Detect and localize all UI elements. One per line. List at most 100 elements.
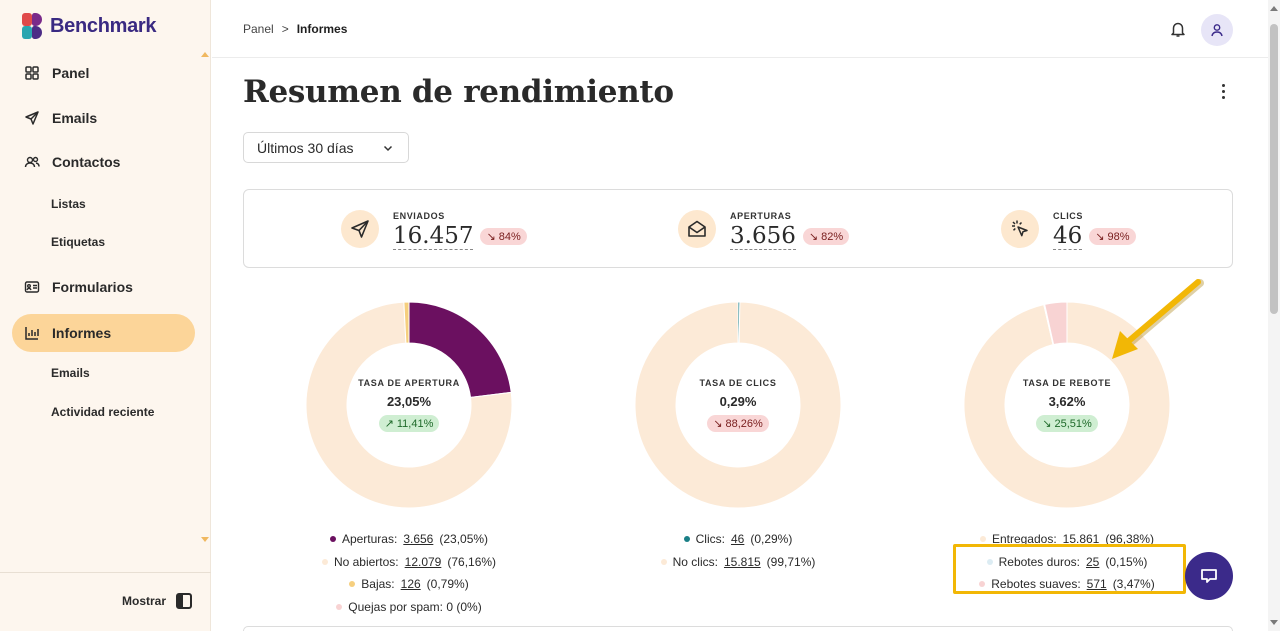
stat-label: ENVIADOS	[393, 211, 445, 221]
form-icon	[24, 281, 40, 293]
legend-count-link[interactable]: 25	[1086, 554, 1100, 569]
breadcrumb-parent[interactable]: Panel	[243, 22, 274, 36]
sidebar-subitem-actividad-reciente[interactable]: Actividad reciente	[51, 405, 155, 419]
donut-click-rate: TASA DE CLICS 0,29% ↘ 88,26%	[634, 301, 842, 509]
chat-support-button[interactable]	[1185, 552, 1233, 600]
envelope-open-icon	[678, 210, 716, 248]
page-scrollbar[interactable]	[1268, 0, 1280, 631]
donut-label: TASA DE APERTURA	[358, 378, 460, 388]
stat-value[interactable]: 46	[1053, 223, 1083, 250]
cursor-click-icon	[1001, 210, 1039, 248]
legend-item: Aperturas: 3.656 (23,05%)	[306, 528, 512, 551]
legend-dot	[321, 558, 328, 565]
legend-dot	[986, 558, 993, 565]
sidebar-subitem-emails[interactable]: Emails	[51, 366, 90, 380]
sidebar-toggle-icon[interactable]	[176, 593, 192, 609]
show-label[interactable]: Mostrar	[122, 594, 167, 608]
open-rate-legend: Aperturas: 3.656 (23,05%) No abiertos: 12.0…	[306, 528, 512, 618]
change-badge: ↘ 84%	[480, 228, 527, 245]
legend-item: No clics: 15.815 (99,71%)	[635, 551, 841, 574]
sidebar: Benchmark Panel Emails Contactos Listas …	[0, 0, 211, 631]
chat-bubble-icon	[1201, 569, 1217, 583]
legend-dot	[660, 558, 667, 565]
legend-item: Quejas por spam: 0 (0%)	[306, 596, 512, 619]
grid-icon	[25, 66, 39, 80]
sidebar-item-panel[interactable]: Panel	[12, 54, 195, 92]
more-options-icon[interactable]	[1216, 84, 1230, 102]
donut-label: TASA DE REBOTE	[1022, 378, 1112, 388]
arrow-down-right-icon: ↘	[486, 231, 496, 243]
legend-dot	[979, 536, 986, 543]
legend-count-link[interactable]: 3.656	[403, 532, 434, 547]
arrow-down-right-icon: ↘	[713, 418, 723, 430]
legend-dot	[336, 603, 343, 610]
logo[interactable]: Benchmark	[22, 13, 157, 39]
page-title: Resumen de rendimiento	[243, 74, 674, 110]
sidebar-item-label: Contactos	[52, 154, 121, 170]
sidebar-subitem-listas[interactable]: Listas	[51, 197, 86, 211]
donut-slice-no-clics[interactable]	[634, 301, 842, 509]
date-range-select[interactable]: Últimos 30 días	[243, 132, 409, 163]
sidebar-item-contactos[interactable]: Contactos	[12, 143, 195, 181]
donut-label: TASA DE CLICS	[699, 378, 777, 388]
next-card-edge	[243, 626, 1233, 631]
stat-label: APERTURAS	[730, 211, 792, 221]
sidebar-scroll-down-icon[interactable]	[201, 537, 209, 542]
legend-item: Clics: 46 (0,29%)	[635, 528, 841, 551]
stat-value[interactable]: 16.457	[393, 223, 474, 250]
stat-value[interactable]: 3.656	[730, 223, 796, 250]
arrow-down-right-icon: ↘	[1095, 231, 1105, 243]
bell-icon[interactable]	[1169, 20, 1187, 38]
change-badge: ↗ 11,41%	[378, 415, 440, 432]
legend-dot	[349, 581, 356, 588]
bounce-rate-legend: Entregados: 15.861 (96,38%) Rebotes duros:…	[964, 528, 1170, 596]
legend-count-link[interactable]: 15.861	[1062, 532, 1100, 547]
arrow-up-right-icon: ↗	[384, 418, 394, 430]
donut-value: 23,05%	[386, 394, 432, 409]
click-rate-legend: Clics: 46 (0,29%) No clics: 15.815 (99,71%)	[635, 528, 841, 573]
change-badge: ↘ 25,51%	[1036, 415, 1098, 432]
stat-aperturas: APERTURAS 3.656 ↘ 82%	[678, 210, 850, 250]
avatar[interactable]	[1201, 14, 1233, 46]
legend-count-link[interactable]: 46	[730, 532, 745, 547]
legend-item: Entregados: 15.861 (96,38%)	[964, 528, 1170, 551]
sidebar-item-informes[interactable]: Informes	[12, 314, 195, 352]
legend-item: No abiertos: 12.079 (76,16%)	[306, 551, 512, 574]
click-rate-chart	[634, 301, 842, 509]
donut-value: 0,29%	[719, 394, 757, 409]
send-icon	[25, 111, 39, 125]
donut-slice-bajas[interactable]	[403, 301, 410, 344]
legend-count-link[interactable]: 571	[1086, 577, 1107, 592]
donut-slice-rebotes-suaves[interactable]	[1044, 301, 1068, 346]
sidebar-item-formularios[interactable]: Formularios	[12, 268, 195, 306]
legend-item: Rebotes duros: 25 (0,15%)	[964, 551, 1170, 574]
date-range-value: Últimos 30 días	[257, 139, 354, 156]
open-rate-chart	[305, 301, 513, 509]
legend-dot	[683, 536, 690, 543]
sidebar-item-label: Informes	[52, 325, 112, 341]
bar-chart-icon	[25, 327, 39, 340]
breadcrumb: Panel > Informes	[243, 22, 347, 36]
users-icon	[24, 156, 40, 168]
sidebar-item-emails[interactable]: Emails	[12, 99, 195, 137]
legend-count-link[interactable]: 126	[400, 577, 421, 592]
sidebar-item-label: Emails	[52, 110, 98, 126]
user-icon	[1211, 24, 1223, 37]
donut-value: 3,62%	[1048, 394, 1086, 409]
scrollbar-thumb[interactable]	[1270, 24, 1278, 314]
donut-slice-no-abiertos[interactable]	[305, 301, 513, 509]
legend-count-link[interactable]: 12.079	[404, 554, 442, 569]
sidebar-footer: Mostrar	[0, 572, 211, 631]
stat-clics: CLICS 46 ↘ 98%	[1001, 210, 1136, 250]
highlight-annotation	[953, 544, 1186, 594]
legend-item: Rebotes suaves: 571 (3,47%)	[964, 573, 1170, 596]
legend-dot	[979, 581, 986, 588]
sidebar-scroll-up-icon[interactable]	[201, 52, 209, 57]
breadcrumb-current: Informes	[296, 22, 348, 36]
sidebar-subitem-etiquetas[interactable]: Etiquetas	[51, 235, 106, 249]
arrow-down-right-icon: ↘	[1042, 418, 1052, 430]
send-icon	[341, 210, 379, 248]
legend-count-link[interactable]: 15.815	[723, 554, 761, 569]
change-badge: ↘ 82%	[802, 228, 850, 245]
topbar: Panel > Informes	[212, 0, 1268, 58]
